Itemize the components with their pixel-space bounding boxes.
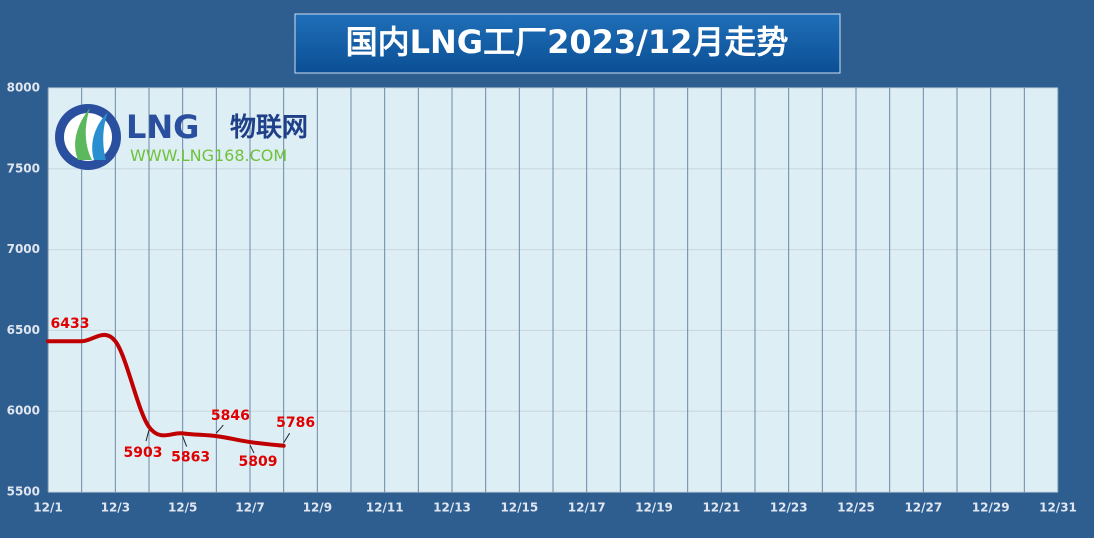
x-tick-label: 12/13 [433,501,471,515]
data-label: 5863 [171,449,210,465]
logo-url: WWW.LNG168.COM [130,146,287,165]
data-label: 5846 [211,408,250,424]
y-tick-label: 6500 [7,323,40,337]
data-label: 5809 [239,454,278,470]
leader-line [283,432,291,444]
data-label: 5903 [124,445,163,461]
logo: LNG 物联网 WWW.LNG168.COM [55,104,308,170]
y-tick-label: 8000 [7,81,40,95]
data-label: 5786 [276,415,315,431]
line [46,332,286,448]
logo-leaf [75,108,92,160]
x-tick-label: 12/7 [235,501,264,515]
y-tick-label: 7000 [7,242,40,256]
x-tick-label: 12/27 [904,501,942,515]
x-tick-label: 12/31 [1039,501,1077,515]
logo-leaf [92,112,108,160]
x-tick-label: 12/17 [568,501,606,515]
x-tick-label: 12/15 [500,501,538,515]
leader-line [215,424,224,434]
leader-line [145,429,150,442]
y-tick-label: 6000 [7,404,40,418]
x-tick-label: 12/1 [33,501,62,515]
title-box [294,13,841,74]
y-tick-label: 7500 [7,161,40,175]
x-tick-label: 12/5 [168,501,197,515]
x-tick-label: 12/21 [702,501,740,515]
x-tick-label: 12/25 [837,501,875,515]
x-tick-label: 12/9 [303,501,332,515]
logo-mark: LNG [126,108,199,146]
leader-line [249,444,255,454]
x-tick-label: 12/3 [101,501,130,515]
x-tick-label: 12/23 [770,501,808,515]
y-tick-label: 5500 [7,485,40,499]
x-tick-label: 12/29 [972,501,1010,515]
chart-title: 国内LNG工厂2023/12月走势 [346,23,789,61]
x-tick-label: 12/11 [366,501,404,515]
data-label: 6433 [51,316,90,332]
x-tick-label: 12/19 [635,501,673,515]
leader-line [182,436,188,447]
logo-name: 物联网 [230,113,308,143]
